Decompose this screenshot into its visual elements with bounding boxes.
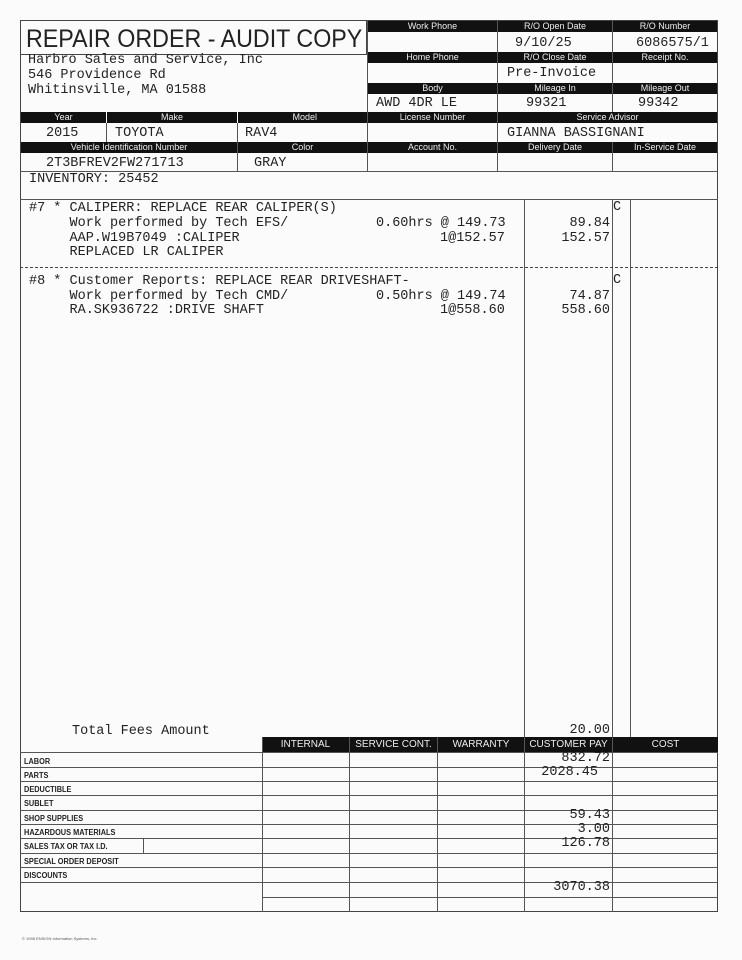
line-code: C: [613, 273, 622, 288]
make-label: Make: [107, 112, 237, 123]
footer-copyright: © 1998 ENSIGN Information Systems, Inc.: [22, 936, 98, 941]
labor-customer-pay: 832.72: [561, 751, 610, 766]
col-internal: INTERNAL: [262, 737, 349, 752]
labor-rate: 0.50hrs @ 149.74: [376, 289, 506, 304]
part-amount: 558.60: [561, 303, 610, 318]
make-value: TOYOTA: [115, 126, 164, 141]
dealer-address-2: Whitinsville, MA 01588: [28, 83, 207, 98]
row-deductible: DEDUCTIBLE: [24, 785, 72, 794]
line-title: #8 * Customer Reports: REPLACE REAR DRIV…: [29, 274, 410, 289]
row-sales-tax: SALES TAX OR TAX I.D.: [24, 842, 108, 851]
model-value: RAV4: [245, 126, 278, 141]
ro-number: 6086575/1: [636, 36, 709, 51]
labor-amount: 89.84: [569, 216, 610, 231]
row-discounts: DISCOUNTS: [24, 871, 68, 880]
receipt-label: Receipt No.: [613, 52, 717, 63]
part-desc: AAP.W19B7049 :CALIPER: [29, 231, 240, 246]
row-parts: PARTS: [24, 771, 49, 780]
row-shop-supplies: SHOP SUPPLIES: [24, 814, 84, 823]
row-sublet: SUBLET: [24, 799, 54, 808]
line-code: C: [613, 200, 622, 215]
ro-number-label: R/O Number: [613, 21, 717, 32]
page-title: REPAIR ORDER - AUDIT COPY: [26, 25, 363, 53]
license-label: License Number: [368, 112, 497, 123]
labor-desc: Work performed by Tech CMD/: [29, 289, 289, 304]
year-label: Year: [21, 112, 106, 123]
color-label: Color: [238, 142, 367, 153]
shop-supplies-customer-pay: 59.43: [569, 808, 610, 823]
col-warranty: WARRANTY: [438, 737, 524, 752]
home-phone-label: Home Phone: [368, 52, 497, 63]
hazardous-customer-pay: 3.00: [577, 822, 610, 837]
col-cost: COST: [613, 737, 718, 752]
inventory: INVENTORY: 25452: [29, 172, 159, 187]
grand-total: 3070.38: [553, 880, 610, 895]
vin-label: Vehicle Identification Number: [21, 142, 237, 153]
part-desc: RA.SK936722 :DRIVE SHAFT: [29, 303, 264, 318]
mileage-out-label: Mileage Out: [613, 83, 717, 94]
form-border: [20, 20, 718, 912]
mileage-in: 99321: [526, 96, 567, 111]
dealer-name: Harbro Sales and Service, Inc: [28, 53, 263, 68]
part-qty: 1@152.57: [440, 231, 505, 246]
col-service-contract: SERVICE CONT.: [350, 737, 437, 752]
line-note: REPLACED LR CALIPER: [29, 245, 224, 260]
labor-rate: 0.60hrs @ 149.73: [376, 216, 506, 231]
row-labor: LABOR: [24, 757, 51, 766]
row-hazardous-materials: HAZARDOUS MATERIALS: [24, 828, 116, 837]
part-amount: 152.57: [561, 231, 610, 246]
mileage-out: 99342: [638, 96, 679, 111]
ro-open-date: 9/10/25: [515, 36, 572, 51]
dealer-address-1: 546 Providence Rd: [28, 68, 166, 83]
service-advisor: GIANNA BASSIGNANI: [507, 126, 645, 141]
color-value: GRAY: [254, 156, 287, 171]
delivery-date-label: Delivery Date: [498, 142, 612, 153]
mileage-in-label: Mileage In: [498, 83, 612, 94]
total-fees-amount: 20.00: [569, 723, 610, 738]
vin-value: 2T3BFREV2FW271713: [46, 156, 184, 171]
year-value: 2015: [46, 126, 79, 141]
account-label: Account No.: [368, 142, 497, 153]
in-service-date-label: In-Service Date: [613, 142, 717, 153]
ro-close-date-label: R/O Close Date: [498, 52, 612, 63]
labor-desc: Work performed by Tech EFS/: [29, 216, 289, 231]
parts-customer-pay: 2028.45: [541, 765, 598, 780]
labor-amount: 74.87: [569, 289, 610, 304]
body-value: AWD 4DR LE: [376, 96, 458, 111]
ro-close-date: Pre-Invoice: [507, 66, 597, 81]
line-separator: [20, 267, 718, 268]
body-label: Body: [368, 83, 497, 94]
part-qty: 1@558.60: [440, 303, 505, 318]
ro-open-date-label: R/O Open Date: [498, 21, 612, 32]
service-advisor-label: Service Advisor: [498, 112, 717, 123]
model-label: Model: [238, 112, 367, 123]
work-phone-label: Work Phone: [368, 21, 497, 32]
row-special-order-deposit: SPECIAL ORDER DEPOSIT: [24, 857, 119, 866]
sales-tax-customer-pay: 126.78: [561, 836, 610, 851]
col-customer-pay: CUSTOMER PAY: [525, 737, 612, 752]
line-title: #7 * CALIPERR: REPLACE REAR CALIPER(S): [29, 201, 337, 216]
total-fees-label: Total Fees Amount: [72, 724, 210, 739]
